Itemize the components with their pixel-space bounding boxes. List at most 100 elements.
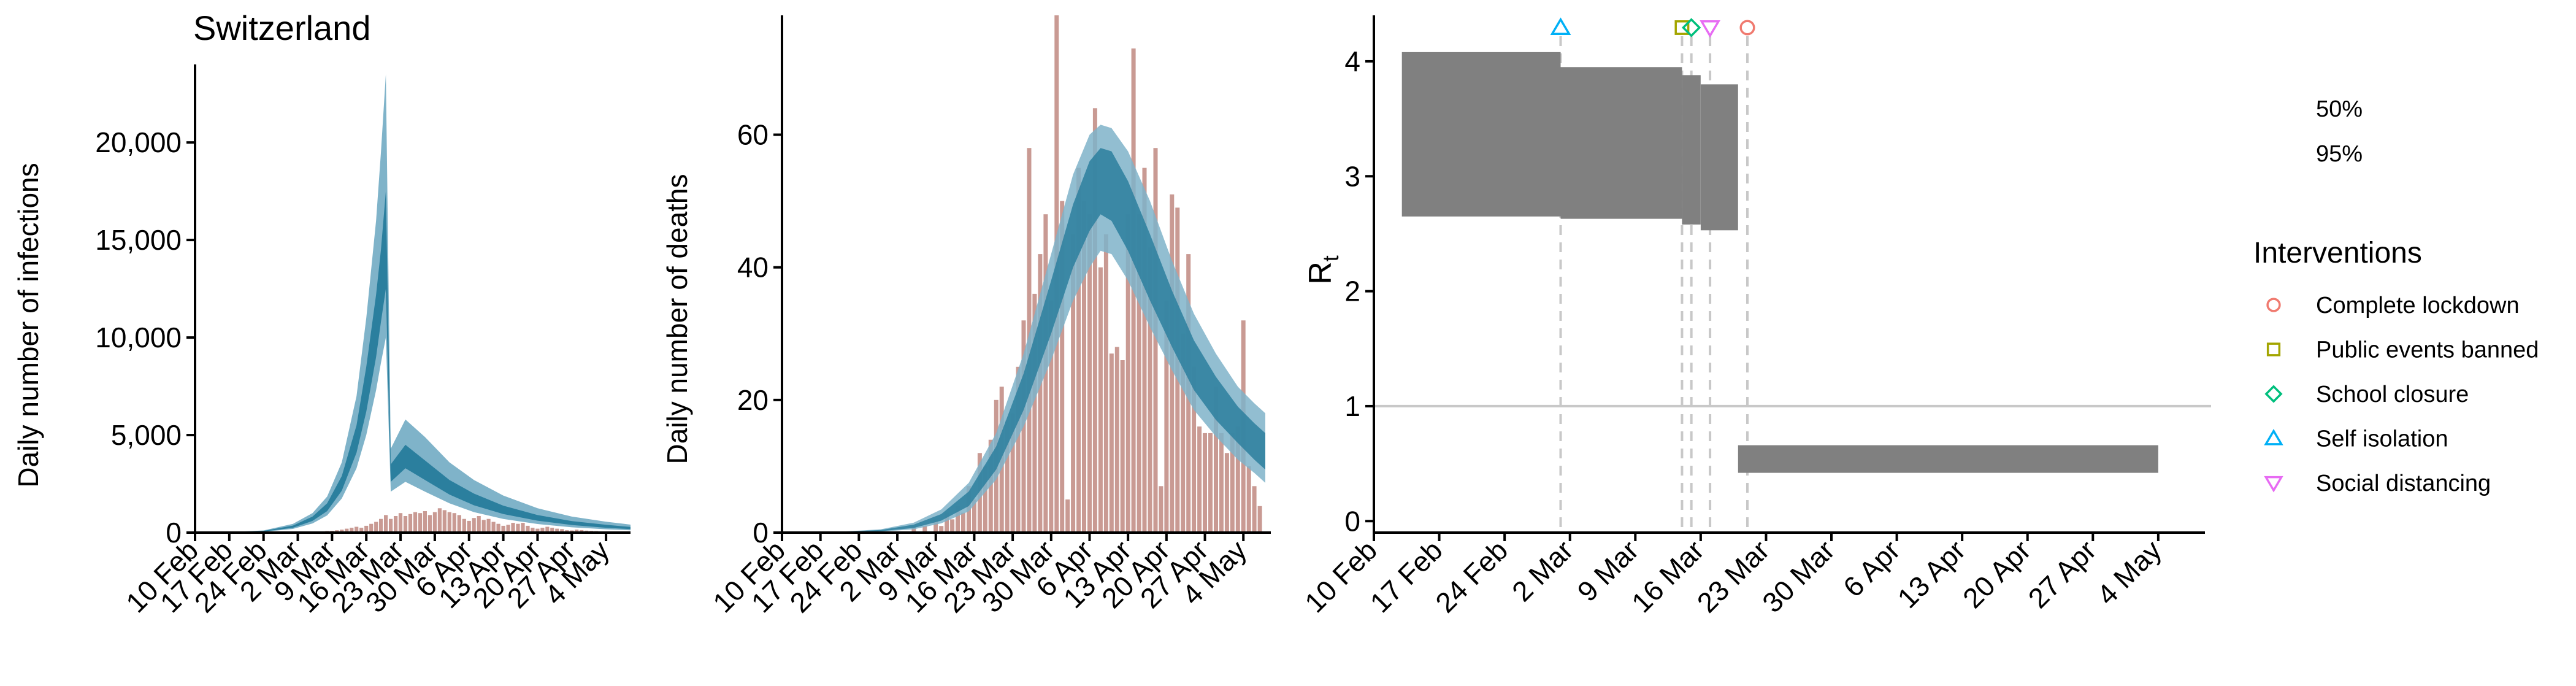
reported-cases-bar (374, 522, 378, 533)
rt-bands (1402, 52, 2158, 473)
reported-deaths-bar (1121, 360, 1125, 533)
reported-cases-bar (487, 519, 491, 533)
reported-cases-bar (477, 516, 481, 533)
legend-ci-95: 95% (2316, 141, 2363, 167)
legend-items: Complete lockdown Public events banned Sch… (2266, 293, 2539, 496)
reported-cases-bar (384, 515, 388, 533)
legend-marker (2266, 477, 2281, 490)
y-tick-label: 4 (1344, 45, 1360, 77)
x-tick-label: 17 Feb (1364, 534, 1449, 619)
reported-cases-bar (516, 524, 519, 533)
reported-cases-bar (453, 513, 456, 533)
reported-deaths-bar (1225, 453, 1229, 533)
y-tick-label: 3 (1344, 160, 1360, 192)
reported-deaths-bar (1197, 426, 1202, 533)
y-tick-label: 10,000 (95, 322, 182, 353)
y-axis-label-sub: t (1318, 255, 1343, 261)
reported-deaths-bar (1110, 353, 1114, 533)
legend-marker (2268, 344, 2280, 355)
reported-cases-bar (497, 524, 500, 533)
rt-band (1402, 52, 1561, 217)
legend-marker (2266, 431, 2281, 444)
y-axis-label: Daily number of infections (12, 163, 44, 487)
x-tick-label: 4 May (2091, 534, 2168, 611)
legend-item-label: Complete lockdown (2316, 293, 2520, 318)
infections-panel: Switzerland Daily number of infections 0… (12, 9, 631, 619)
x-tick-label: 27 Apr (2022, 534, 2103, 614)
x-tick-label: 16 Mar (1625, 534, 1710, 619)
y-tick-label: 40 (737, 252, 769, 283)
legend-ci-50: 50% (2316, 96, 2363, 122)
y-axis: 0 1 2 3 4 (1344, 15, 1374, 537)
reported-deaths-bar (961, 513, 965, 533)
reported-deaths-bar (1208, 433, 1213, 533)
reported-cases-bar (462, 519, 466, 533)
reported-cases-bar (423, 511, 427, 533)
y-axis-label: Daily number of deaths (661, 174, 693, 464)
reported-cases-bar (389, 519, 393, 533)
x-tick-label: 24 Feb (1429, 534, 1514, 619)
reported-deaths-bar (1219, 433, 1224, 533)
y-axis-label-main: R (1303, 261, 1338, 285)
x-tick-label: 2 Mar (1506, 534, 1579, 607)
reported-deaths-bars (911, 15, 1262, 533)
x-tick-label: 10 Feb (1298, 534, 1383, 619)
rt-band (1682, 75, 1700, 225)
legend-title: Interventions (2253, 237, 2422, 269)
reported-deaths-bar (1159, 486, 1163, 533)
reported-deaths-bar (1252, 486, 1257, 533)
legend-item-label: Social distancing (2316, 471, 2491, 496)
panel-title: Switzerland (193, 9, 370, 47)
reported-deaths-bar (950, 519, 954, 533)
reported-cases-bar (482, 520, 486, 533)
reported-cases-bar (492, 522, 496, 533)
reported-deaths-bar (1104, 234, 1108, 533)
rt-band (1701, 84, 1738, 230)
rt-band (1738, 445, 2158, 473)
reported-cases-bar (413, 512, 417, 533)
legend-item-label: Self isolation (2316, 426, 2448, 452)
y-tick-label: 2 (1344, 276, 1360, 307)
y-tick-label: 1 (1344, 390, 1360, 422)
y-tick-label: 15,000 (95, 224, 182, 256)
x-tick-label: 20 Apr (1957, 534, 2037, 614)
x-tick-label: 13 Apr (1891, 534, 1971, 614)
reported-cases-bar (369, 524, 373, 533)
y-tick-label: 20 (737, 384, 769, 416)
y-tick-label: 20,000 (95, 126, 182, 158)
legend-item-label: School closure (2316, 382, 2469, 407)
reported-cases-bar (399, 513, 402, 533)
reported-deaths-bar (1098, 268, 1103, 533)
reported-cases-bar (438, 508, 442, 533)
reported-cases-bar (472, 518, 476, 533)
legend-item-label: Public events banned (2316, 337, 2539, 363)
reported-deaths-bar (1065, 499, 1070, 533)
rt-band (1561, 67, 1682, 218)
intervention-marker (1701, 21, 1719, 36)
y-tick-label: 0 (1344, 505, 1360, 537)
reported-deaths-bar (1203, 433, 1207, 533)
legend: 50% 95% Interventions Complete lockdown P… (2253, 96, 2539, 496)
reported-cases-bar (394, 516, 397, 533)
reported-cases-bar (408, 514, 412, 533)
y-tick-label: 60 (737, 119, 769, 151)
reported-cases-bar (521, 523, 524, 533)
reported-cases-bar (428, 515, 432, 533)
reported-cases-bar (379, 519, 383, 533)
reported-deaths-bar (1247, 466, 1251, 533)
y-axis-label: Rt (1303, 255, 1343, 285)
legend-marker (2267, 299, 2280, 311)
reported-cases-bar (458, 515, 461, 533)
reported-cases-bar (448, 512, 451, 533)
reported-deaths-bar (1258, 506, 1262, 533)
reported-cases-bar (443, 510, 447, 533)
reported-cases-bar (511, 523, 515, 533)
